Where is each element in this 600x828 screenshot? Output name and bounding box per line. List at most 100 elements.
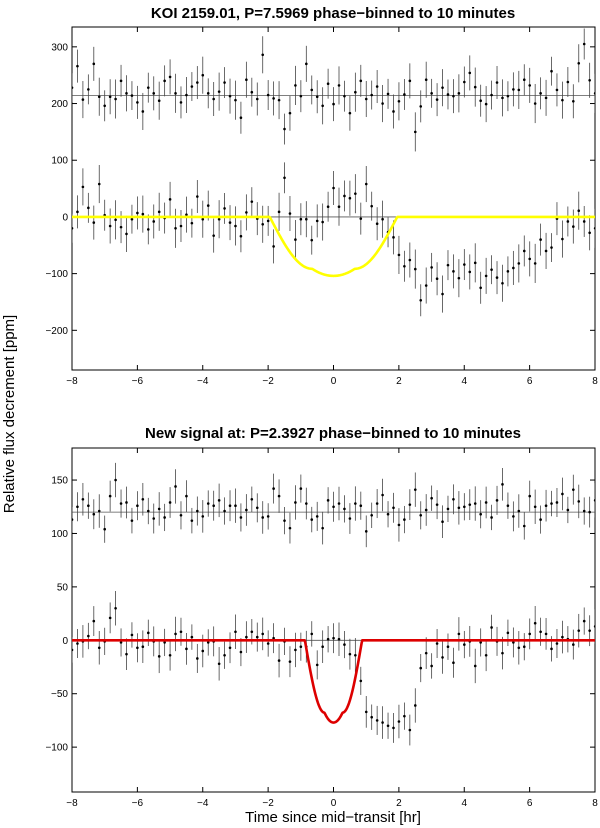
transit-series-point: [97, 182, 101, 186]
offset-series-point: [239, 516, 243, 519]
offset-series-point: [245, 508, 248, 512]
offset-series-point: [217, 499, 221, 502]
offset-series-point: [506, 94, 510, 98]
transit-series-point: [174, 226, 177, 230]
transit-series-point: [375, 222, 379, 226]
transit-series-point: [108, 616, 112, 620]
offset-series-point: [566, 80, 570, 84]
transit-series-point: [539, 238, 542, 241]
transit-series-point: [386, 724, 390, 728]
y-axis-label: Relative flux decrement [ppm]: [1, 315, 18, 513]
offset-series-point: [561, 98, 564, 102]
offset-series-point: [392, 506, 395, 510]
offset-series-point: [146, 86, 150, 89]
transit-series-point: [168, 653, 172, 657]
offset-series-point: [103, 104, 106, 108]
offset-series-point: [413, 488, 417, 491]
offset-series-point: [305, 62, 308, 66]
transit-series-point: [152, 220, 156, 223]
transit-series-point: [533, 262, 537, 265]
transit-series-point: [234, 630, 237, 634]
y-tick-label: 300: [51, 42, 68, 53]
transit-series-point: [517, 262, 521, 265]
transit-series-point: [87, 634, 90, 638]
y-tick-label: 0: [62, 636, 68, 647]
offset-series-point: [206, 92, 210, 95]
transit-series-point: [223, 207, 226, 210]
offset-series-point: [506, 504, 510, 507]
offset-series-point: [544, 504, 548, 507]
offset-series-point: [430, 496, 433, 500]
offset-series-point: [588, 78, 591, 82]
transit-series-point: [266, 642, 270, 645]
transit-series-point: [196, 195, 199, 198]
offset-series-point: [577, 500, 581, 503]
transit-series-point: [517, 646, 521, 650]
transit-series-point: [582, 220, 586, 223]
offset-series-point: [381, 493, 384, 497]
transit-series-point: [337, 637, 341, 641]
offset-series-point: [266, 93, 270, 97]
transit-series-point: [136, 211, 139, 215]
y-tick-label: −200: [45, 326, 68, 337]
transit-series-point: [577, 629, 581, 632]
transit-series-point: [430, 266, 433, 269]
transit-series-point: [457, 276, 461, 280]
transit-series-point: [239, 234, 243, 238]
offset-series-point: [152, 517, 156, 520]
transit-series-point: [272, 636, 275, 640]
transit-series-point: [72, 226, 74, 230]
transit-series-point: [97, 646, 101, 650]
transit-series-point: [277, 659, 281, 662]
transit-series-point: [392, 726, 395, 730]
transit-series-point: [92, 619, 96, 623]
x-tick-label: −6: [132, 376, 144, 387]
x-tick-label: −2: [262, 376, 274, 387]
transit-series-point: [550, 647, 553, 651]
top-panel-title: KOI 2159.01, P=7.5969 phase−binned to 10…: [151, 5, 515, 22]
transit-series-point: [359, 679, 363, 683]
transit-series-point: [157, 655, 161, 658]
offset-series-point: [201, 73, 205, 77]
offset-series-point: [228, 504, 232, 507]
x-tick-label: 6: [527, 798, 533, 809]
transit-series-point: [343, 643, 346, 646]
transit-series-point: [228, 221, 232, 224]
offset-series-point: [473, 85, 477, 89]
transit-series-point: [419, 666, 423, 670]
offset-series-point: [364, 530, 368, 533]
transit-series-point: [572, 225, 575, 228]
offset-series-point: [130, 519, 134, 522]
offset-series-point: [392, 110, 395, 113]
offset-series-point: [375, 85, 379, 88]
transit-series-point: [157, 210, 161, 214]
offset-series-point: [326, 82, 330, 85]
transit-series-point: [397, 253, 401, 257]
transit-series-point: [512, 641, 515, 644]
x-tick-label: −4: [197, 376, 209, 387]
offset-series-point: [441, 86, 444, 89]
transit-series-point: [321, 220, 324, 224]
offset-series-point: [381, 102, 384, 105]
offset-series-point: [446, 507, 450, 511]
offset-series-point: [125, 501, 128, 504]
offset-series-point: [528, 84, 532, 87]
transit-series-point: [185, 647, 188, 651]
offset-series-point: [550, 502, 553, 505]
transit-series-point: [146, 631, 150, 635]
transit-series-point: [321, 645, 324, 649]
offset-series-point: [234, 504, 237, 507]
transit-series-point: [255, 635, 259, 639]
transit-series-point: [337, 205, 341, 209]
transit-series-point: [190, 635, 194, 639]
offset-series-point: [288, 526, 292, 530]
offset-series-point: [468, 71, 472, 75]
transit-series-point: [446, 263, 450, 267]
offset-series-point: [185, 93, 188, 97]
offset-series-point: [364, 97, 368, 101]
offset-series-point: [572, 99, 575, 103]
offset-series-point: [593, 499, 595, 502]
offset-series-point: [250, 90, 254, 94]
transit-series-point: [119, 641, 123, 644]
offset-series-point: [72, 86, 74, 89]
